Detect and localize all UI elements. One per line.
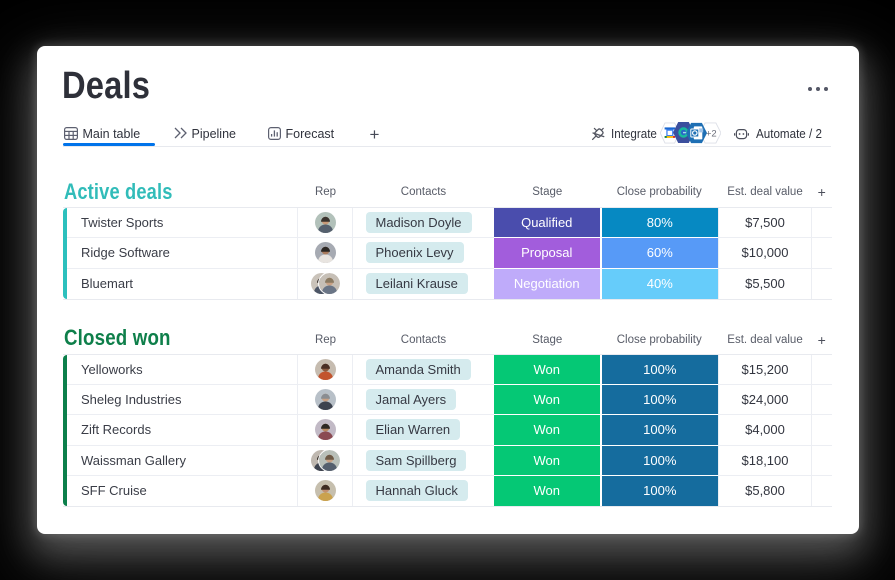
- svg-text:+2: +2: [705, 128, 716, 139]
